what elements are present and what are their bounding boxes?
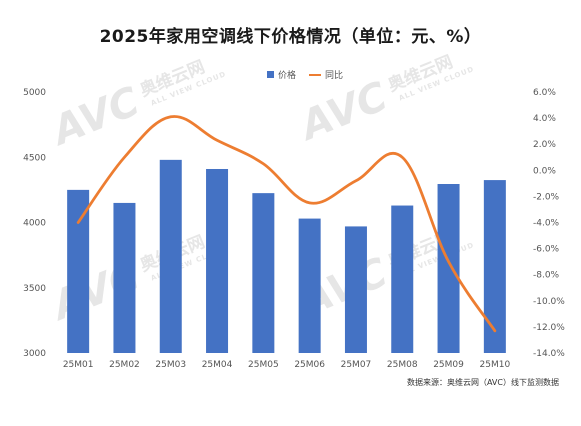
x-axis-tick: 25M06 bbox=[294, 360, 325, 370]
x-axis-tick: 25M01 bbox=[63, 360, 94, 370]
source-note: 数据来源：奥维云网（AVC）线下监测数据 bbox=[406, 378, 559, 387]
price-bar-25M01 bbox=[67, 189, 90, 353]
price-bar-25M10 bbox=[483, 180, 506, 353]
left-axis-tick: 4000 bbox=[23, 219, 46, 229]
x-axis-tick: 25M08 bbox=[387, 360, 418, 370]
legend-label-yoy: 同比 bbox=[325, 69, 343, 81]
right-axis-tick: -12.0% bbox=[533, 323, 565, 333]
x-axis-tick: 25M05 bbox=[248, 360, 279, 370]
right-axis-tick: -4.0% bbox=[533, 219, 560, 229]
price-bar-25M03 bbox=[159, 159, 182, 353]
left-axis-labels: 3000 3500 4000 4500 5000 bbox=[23, 88, 46, 359]
legend-swatch-price bbox=[267, 71, 274, 78]
x-axis-tick: 25M07 bbox=[341, 360, 372, 370]
x-axis-labels: 25M01 25M02 25M03 25M04 25M05 25M06 25M07 25M08… bbox=[63, 360, 511, 370]
bar-series bbox=[67, 159, 506, 353]
left-axis-tick: 3000 bbox=[23, 349, 46, 359]
price-bar-25M04 bbox=[206, 168, 229, 353]
price-bar-25M07 bbox=[344, 226, 367, 353]
price-bar-25M08 bbox=[391, 205, 414, 353]
right-axis-tick: 2.0% bbox=[533, 140, 556, 150]
price-bar-25M02 bbox=[113, 202, 136, 353]
price-bar-25M06 bbox=[298, 218, 321, 353]
yoy-line bbox=[76, 115, 497, 333]
right-axis-tick: 4.0% bbox=[533, 114, 556, 124]
price-bar-25M09 bbox=[437, 184, 460, 353]
right-axis-tick: 6.0% bbox=[533, 88, 556, 98]
line-series bbox=[76, 115, 497, 333]
right-axis-tick: -6.0% bbox=[533, 245, 560, 255]
left-axis-tick: 4500 bbox=[23, 153, 46, 163]
right-axis-tick: -14.0% bbox=[533, 349, 565, 359]
x-axis-tick: 25M03 bbox=[155, 360, 186, 370]
chart-title: 2025年家用空调线下价格情况（单位：元、%） bbox=[99, 27, 482, 47]
right-axis-tick: -2.0% bbox=[533, 192, 560, 202]
right-axis-labels: -14.0% -12.0% -10.0% -8.0% -6.0% -4.0% -2.0% 0.… bbox=[533, 88, 565, 359]
right-axis-tick: -8.0% bbox=[533, 271, 560, 281]
legend: 价格 同比 bbox=[267, 69, 343, 81]
left-axis-tick: 5000 bbox=[23, 88, 46, 98]
x-axis-tick: 25M04 bbox=[202, 360, 233, 370]
x-axis-tick: 25M02 bbox=[109, 360, 140, 370]
svg-text:AVC: AVC bbox=[44, 78, 146, 155]
legend-label-price: 价格 bbox=[278, 69, 296, 81]
left-axis-tick: 3500 bbox=[23, 284, 46, 294]
right-axis-tick: -10.0% bbox=[533, 297, 565, 307]
x-axis-tick: 25M10 bbox=[480, 360, 511, 370]
x-axis-tick: 25M09 bbox=[433, 360, 464, 370]
svg-text:AVC: AVC bbox=[292, 73, 394, 150]
right-axis-tick: 0.0% bbox=[533, 166, 556, 176]
price-bar-25M05 bbox=[252, 193, 275, 353]
